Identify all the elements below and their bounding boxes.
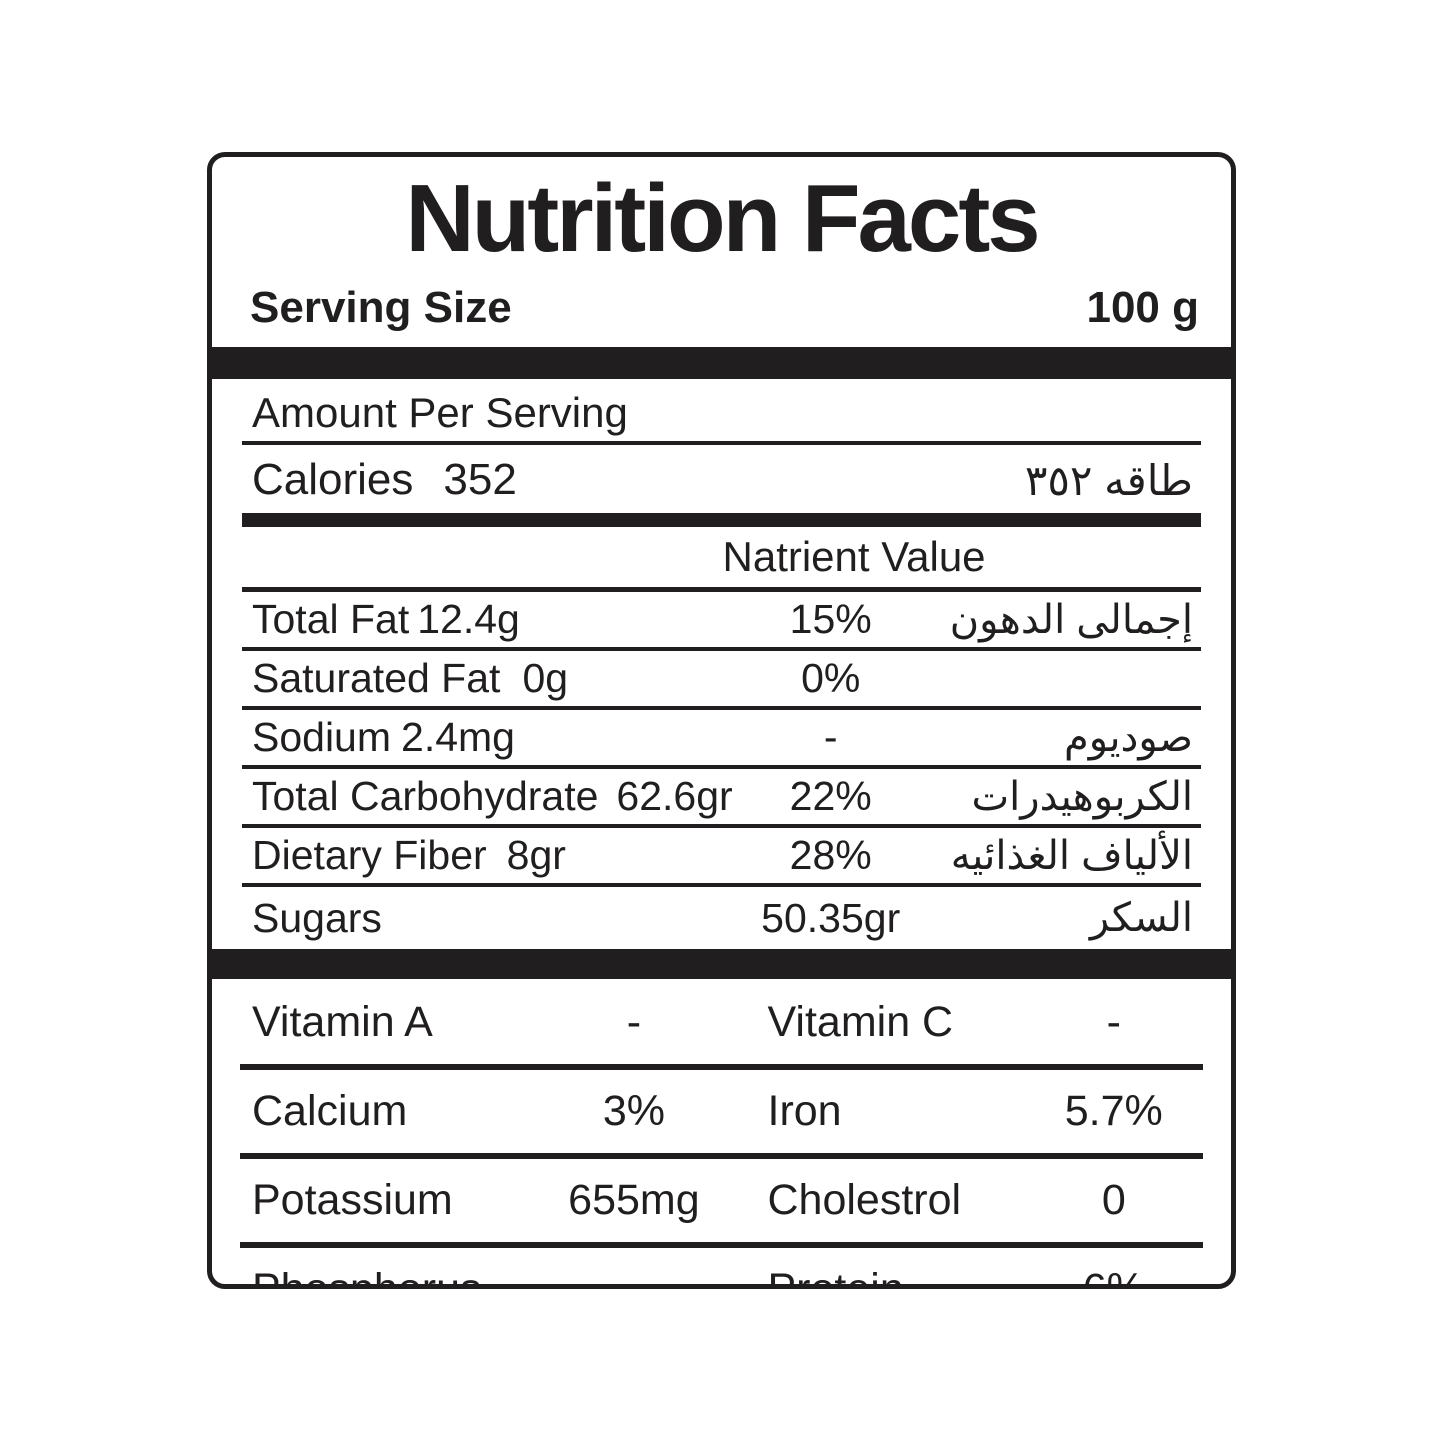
divider-line bbox=[240, 1242, 1203, 1248]
micronutrient-value: 3% bbox=[602, 1087, 665, 1135]
micronutrient-name: Phosphorus bbox=[252, 1265, 482, 1289]
nutrient-name: Dietary Fiber bbox=[252, 832, 487, 878]
nutrition-facts-label: Nutrition Facts Serving Size 100 g Amoun… bbox=[207, 152, 1236, 1289]
divider-line bbox=[242, 647, 1201, 651]
nutrient-amount: 2.4mg bbox=[401, 714, 515, 760]
calories-value: 352 bbox=[443, 455, 517, 504]
nutrient-percent: 0% bbox=[801, 655, 861, 701]
micronutrient-name: Protein bbox=[767, 1265, 904, 1289]
micronutrient-row-calcium-iron: Calcium 3% Iron 5.7% bbox=[212, 1070, 1231, 1153]
micronutrient-value: 0 bbox=[1101, 1176, 1126, 1224]
nutrient-percent: 22% bbox=[789, 773, 872, 819]
micronutrient-cell: Vitamin C - bbox=[724, 998, 1196, 1047]
micronutrient-name: Cholestrol bbox=[767, 1176, 962, 1224]
nutrient-percent: 15% bbox=[789, 596, 872, 642]
nutrient-arabic: الألياف الغذائيه bbox=[950, 833, 1193, 878]
micronutrient-cell: Iron 5.7% bbox=[724, 1087, 1196, 1136]
micronutrient-value: - bbox=[1106, 998, 1121, 1046]
divider-bar-bottom bbox=[212, 949, 1231, 979]
micronutrient-row-vitamins: Vitamin A - Vitamin C - bbox=[212, 981, 1231, 1064]
nutrient-row-sodium: Sodium 2.4mg - صوديوم bbox=[212, 710, 1231, 765]
nutrient-amount: 62.6gr bbox=[616, 773, 733, 819]
label-title: Nutrition Facts bbox=[405, 165, 1040, 272]
nutrient-name-cell: Sodium 2.4mg bbox=[252, 714, 723, 761]
nutrient-value-header: Natrient Value bbox=[722, 533, 986, 580]
micronutrient-value: 655mg bbox=[568, 1176, 700, 1224]
nutrient-row-total-fat: Total Fat 12.4g 15% إجمالى الدهون bbox=[212, 592, 1231, 647]
micronutrients-section: Vitamin A - Vitamin C - Calcium 3% Iron … bbox=[212, 979, 1231, 1289]
nutrient-value-header-row: Natrient Value bbox=[212, 527, 1231, 587]
micronutrient-cell: Cholestrol 0 bbox=[724, 1176, 1196, 1225]
amount-per-serving-label: Amount Per Serving bbox=[252, 389, 628, 436]
calories-label: Calories bbox=[252, 455, 414, 504]
micronutrient-cell: Calcium 3% bbox=[252, 1087, 724, 1136]
divider-line bbox=[242, 587, 1201, 592]
nutrient-arabic: صوديوم bbox=[1063, 715, 1193, 760]
micronutrient-value: - bbox=[626, 1265, 642, 1289]
serving-size-row: Serving Size 100 g bbox=[212, 283, 1231, 333]
divider-line bbox=[242, 883, 1201, 887]
nutrient-row-total-carbohydrate: Total Carbohydrate 62.6gr 22% الكربوهيدر… bbox=[212, 769, 1231, 824]
nutrient-row-dietary-fiber: Dietary Fiber 8gr 28% الألياف الغذائيه bbox=[212, 828, 1231, 883]
nutrient-amount: 12.4g bbox=[417, 596, 520, 642]
divider-line-thick bbox=[242, 513, 1201, 527]
nutrient-name: Total Fat bbox=[252, 596, 410, 642]
nutrient-name-cell: Dietary Fiber 8gr bbox=[252, 832, 723, 879]
micronutrient-cell: Vitamin A - bbox=[252, 998, 724, 1047]
nutrients-section: Amount Per Serving Calories 352 طاقه ٣٥٢… bbox=[212, 379, 1231, 949]
nutrient-row-saturated-fat: Saturated Fat 0g 0% bbox=[212, 651, 1231, 706]
micronutrient-cell: Potassium 655mg bbox=[252, 1176, 724, 1225]
nutrient-name-cell: Total Carbohydrate 62.6gr bbox=[252, 773, 733, 820]
nutrient-name: Total Carbohydrate bbox=[252, 773, 599, 819]
nutrient-percent: - bbox=[823, 714, 838, 760]
calories-row: Calories 352 طاقه ٣٥٢ bbox=[212, 445, 1231, 513]
nutrient-name-cell: Total Fat 12.4g bbox=[252, 596, 723, 643]
nutrient-name: Saturated Fat bbox=[252, 655, 501, 701]
nutrient-name: Sodium bbox=[252, 714, 392, 760]
nutrient-arabic: السكر bbox=[1089, 896, 1193, 940]
divider-line bbox=[242, 441, 1201, 445]
nutrient-arabic: إجمالى الدهون bbox=[949, 597, 1193, 642]
calories-cell: Calories 352 bbox=[252, 455, 517, 505]
spacer bbox=[252, 533, 723, 581]
micronutrient-cell: Phosphorus - bbox=[252, 1265, 724, 1289]
header-section: Nutrition Facts Serving Size 100 g bbox=[212, 157, 1231, 347]
nutrient-arabic: الكربوهيدرات bbox=[971, 774, 1193, 819]
nutrient-amount: 50.35gr bbox=[761, 894, 901, 941]
nutrient-percent: 28% bbox=[789, 832, 872, 878]
micronutrient-name: Vitamin C bbox=[767, 998, 954, 1046]
micronutrient-name: Potassium bbox=[252, 1176, 453, 1224]
nutrient-row-sugars: Sugars 50.35gr السكر bbox=[212, 887, 1231, 949]
divider-line bbox=[240, 1064, 1203, 1070]
micronutrient-name: Vitamin A bbox=[252, 998, 433, 1046]
nutrient-name-cell: Saturated Fat 0g bbox=[252, 655, 723, 702]
micronutrient-value: - bbox=[626, 998, 642, 1046]
nutrient-amount: 8gr bbox=[506, 832, 566, 878]
micronutrient-name: Calcium bbox=[252, 1087, 408, 1135]
divider-line bbox=[240, 1153, 1203, 1159]
micronutrient-value: 6% bbox=[1082, 1265, 1145, 1289]
divider-line bbox=[242, 824, 1201, 828]
micronutrient-name: Iron bbox=[767, 1087, 842, 1135]
calories-arabic: طاقه ٣٥٢ bbox=[1024, 456, 1193, 504]
micronutrient-cell: Protein 6% bbox=[724, 1265, 1196, 1289]
micronutrient-row-phosphorus-protein: Phosphorus - Protein 6% bbox=[212, 1248, 1231, 1289]
divider-bar-top bbox=[212, 347, 1231, 379]
serving-size-value: 100 g bbox=[1086, 283, 1199, 332]
divider-line bbox=[242, 765, 1201, 769]
micronutrient-row-potassium-cholestrol: Potassium 655mg Cholestrol 0 bbox=[212, 1159, 1231, 1242]
divider-line bbox=[242, 706, 1201, 710]
serving-size-label: Serving Size bbox=[250, 283, 512, 332]
micronutrient-value: 5.7% bbox=[1064, 1087, 1163, 1135]
nutrient-name-cell: Sugars bbox=[252, 895, 723, 942]
nutrient-name: Sugars bbox=[252, 894, 382, 941]
nutrient-amount: 0g bbox=[522, 655, 569, 701]
